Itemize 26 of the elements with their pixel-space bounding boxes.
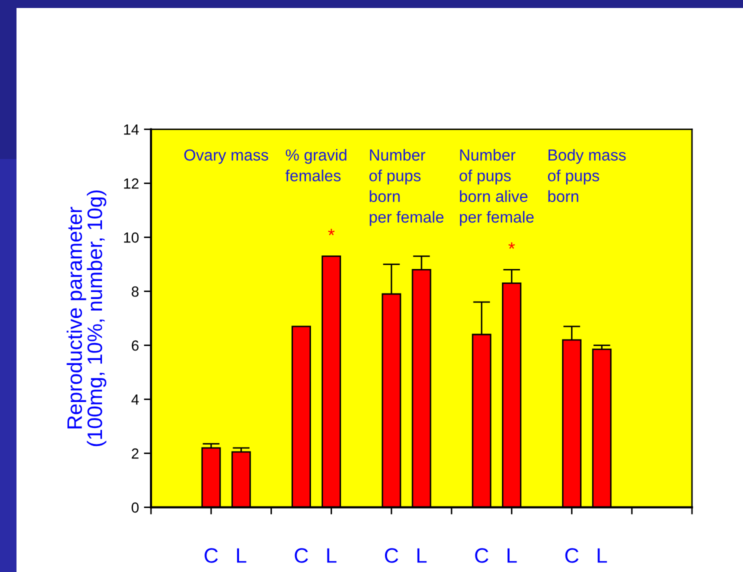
y-tick-label: 2 (132, 448, 138, 459)
y-tick-label: 6 (132, 340, 139, 351)
text: L (327, 548, 336, 563)
text: L (417, 548, 427, 563)
y-tick-label: 4 (131, 394, 139, 405)
text: L (598, 548, 607, 563)
text: C (384, 548, 398, 563)
y-tick-label: 10 (124, 232, 139, 243)
y-tick-label: 0 (132, 502, 139, 513)
series-label: L (237, 548, 246, 563)
y-axis-title: Reproductive parameter (100mg, 10%, number, 10g) (66, 190, 106, 446)
text: L (508, 548, 517, 563)
y-tick-label: 8 (132, 286, 139, 297)
text: C (294, 548, 308, 563)
data-label: * (328, 228, 335, 236)
x-tick-label: Number of pups born alive per female (460, 148, 534, 226)
data-label: * (508, 242, 515, 249)
text: C (565, 548, 579, 563)
x-tick-label: Body mass of pups born (548, 148, 626, 202)
x-tick-label: Ovary mass (184, 149, 268, 164)
x-tick-label: Number of pups born per female (369, 148, 444, 226)
x-tick-label: % gravid females (285, 148, 346, 182)
y-tick-label: 12 (124, 178, 138, 189)
text: C (475, 548, 488, 563)
y-tick-label: 14 (124, 124, 139, 135)
series-label: C (204, 548, 218, 563)
